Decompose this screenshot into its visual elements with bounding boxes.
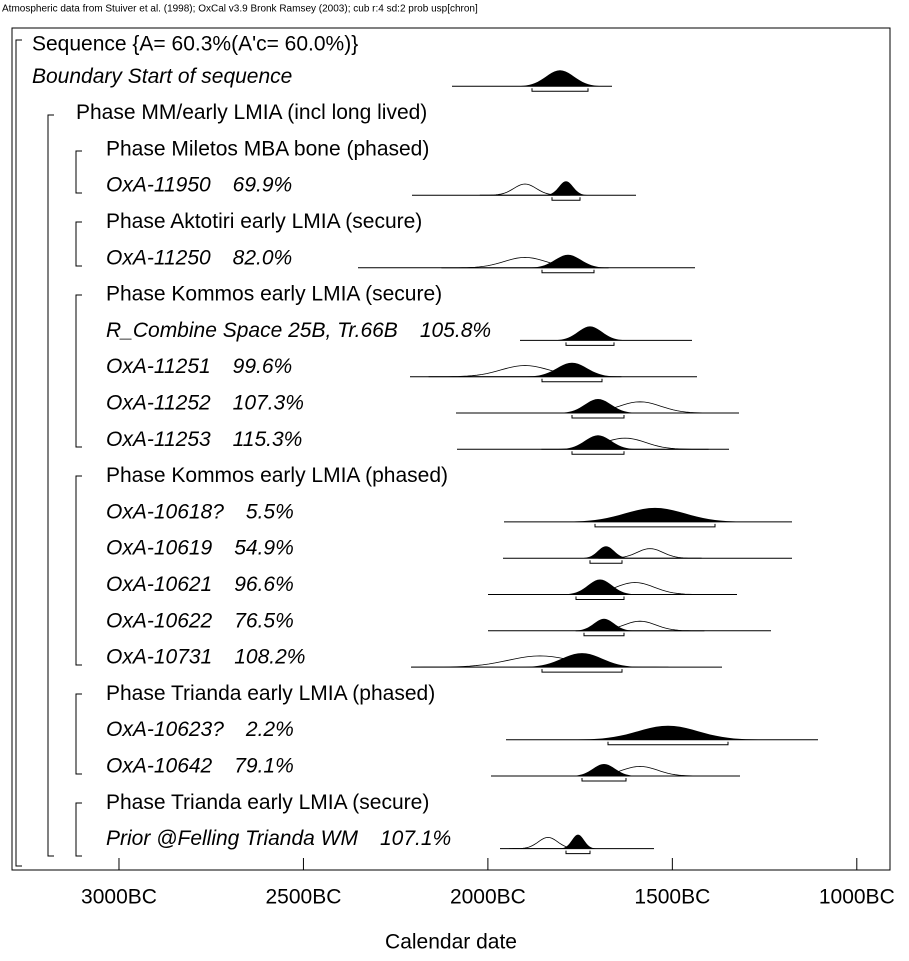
row-label: OxA-10619 [106, 537, 213, 560]
phase-bracket [75, 221, 82, 267]
row-label: Prior @Felling Trianda WM [106, 827, 358, 850]
phase-bracket [75, 150, 82, 194]
row-label: Boundary Start of sequence [32, 65, 292, 88]
range-bracket [531, 88, 589, 92]
range-bracket [565, 342, 615, 346]
agreement-label: 108.2% [234, 646, 305, 669]
agreement-label: 115.3% [233, 428, 303, 451]
posterior-distribution [546, 399, 650, 413]
row-label: R_Combine Space 25B, Tr.66B [106, 319, 398, 342]
range-bracket [589, 560, 623, 564]
phase-bracket [47, 114, 54, 857]
row-label: OxA-10621 [106, 573, 212, 596]
range-bracket [594, 523, 716, 528]
agreement-label: 2.2% [245, 718, 294, 741]
posterior-distribution [574, 546, 638, 559]
posterior-distribution [512, 362, 632, 377]
posterior-distribution [546, 435, 650, 450]
phase-bracket [75, 693, 82, 775]
x-tick-label: 2000BC [450, 886, 526, 909]
posterior-distribution [548, 725, 788, 740]
row-label: Phase Trianda early LMIA (secure) [106, 791, 429, 814]
posterior-distribution [552, 579, 648, 595]
phase-bracket [75, 475, 82, 666]
row-label: OxA-10623? [106, 718, 224, 741]
plot-frame [11, 27, 891, 871]
agreement-label: 69.9% [233, 174, 293, 197]
x-axis-label: Calendar date [385, 931, 517, 954]
range-bracket [551, 197, 581, 201]
row-label: Phase Kommos early LMIA (phased) [106, 464, 448, 487]
agreement-label: 105.8% [420, 319, 491, 342]
range-bracket [571, 451, 625, 455]
posterior-distribution [564, 618, 644, 631]
row-label: OxA-11251 [106, 355, 211, 378]
posterior-distribution [502, 653, 662, 668]
agreement-label: 79.1% [234, 755, 294, 778]
posterior-distribution [538, 181, 594, 196]
x-tick-label: 1500BC [634, 886, 710, 909]
posterior-distribution [535, 507, 775, 522]
range-bracket [607, 741, 729, 746]
agreement-label: 107.1% [380, 827, 451, 850]
row-label: Phase Trianda early LMIA (phased) [106, 682, 435, 705]
row-label: OxA-10622 [106, 609, 213, 632]
range-bracket [581, 778, 627, 782]
agreement-label: 99.6% [233, 355, 293, 378]
row-label: Phase Aktotiri early LMIA (secure) [106, 210, 422, 233]
row-label: Phase Miletos MBA bone (phased) [106, 137, 429, 160]
posterior-distribution [560, 764, 648, 776]
x-tick-label: 2500BC [265, 886, 341, 909]
range-bracket [583, 632, 625, 637]
agreement-label: 107.3% [233, 392, 304, 415]
row-label: OxA-10618? [106, 500, 224, 523]
row-label: OxA-10731 [106, 646, 212, 669]
posterior-distribution [542, 326, 638, 341]
posterior-distribution [504, 70, 616, 87]
row-label: OxA-11252 [106, 392, 211, 415]
prior-distribution [541, 437, 709, 450]
range-bracket [575, 596, 625, 600]
phase-bracket [75, 294, 82, 448]
posterior-distribution [516, 254, 620, 268]
row-label: Phase Kommos early LMIA (secure) [106, 283, 442, 306]
row-label: OxA-11253 [106, 428, 211, 451]
sequence-bracket [15, 39, 22, 867]
agreement-label: 5.5% [246, 500, 294, 523]
agreement-label: 76.5% [234, 609, 294, 632]
phase-bracket [75, 802, 82, 857]
range-bracket [541, 669, 623, 673]
row-label: OxA-11950 [106, 174, 211, 197]
row-label: Sequence {A= 60.3%(A'c= 60.0%)} [32, 33, 358, 56]
x-tick-label: 1000BC [819, 886, 895, 909]
range-bracket [571, 415, 625, 419]
prior-distribution [411, 655, 669, 668]
row-label: Phase MM/early LMIA (incl long lived) [76, 101, 427, 124]
row-label: OxA-10642 [106, 755, 213, 778]
agreement-label: 82.0% [233, 246, 293, 269]
agreement-label: 54.9% [234, 537, 294, 560]
range-bracket [541, 378, 603, 383]
x-tick-label: 3000BC [81, 886, 157, 909]
range-bracket [565, 850, 591, 855]
agreement-label: 96.6% [234, 573, 294, 596]
row-label: OxA-11250 [106, 246, 211, 269]
range-bracket [541, 269, 595, 274]
source-note: Atmospheric data from Stuiver et al. (19… [2, 4, 478, 15]
posterior-distribution [554, 834, 602, 849]
